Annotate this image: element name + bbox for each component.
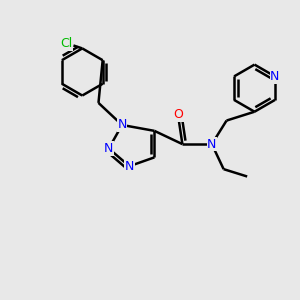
Text: N: N (207, 138, 217, 151)
Text: O: O (173, 108, 183, 121)
Text: N: N (125, 160, 134, 173)
Text: Cl: Cl (60, 38, 72, 50)
Text: N: N (117, 118, 127, 131)
Text: N: N (104, 142, 113, 155)
Text: N: N (270, 70, 280, 83)
